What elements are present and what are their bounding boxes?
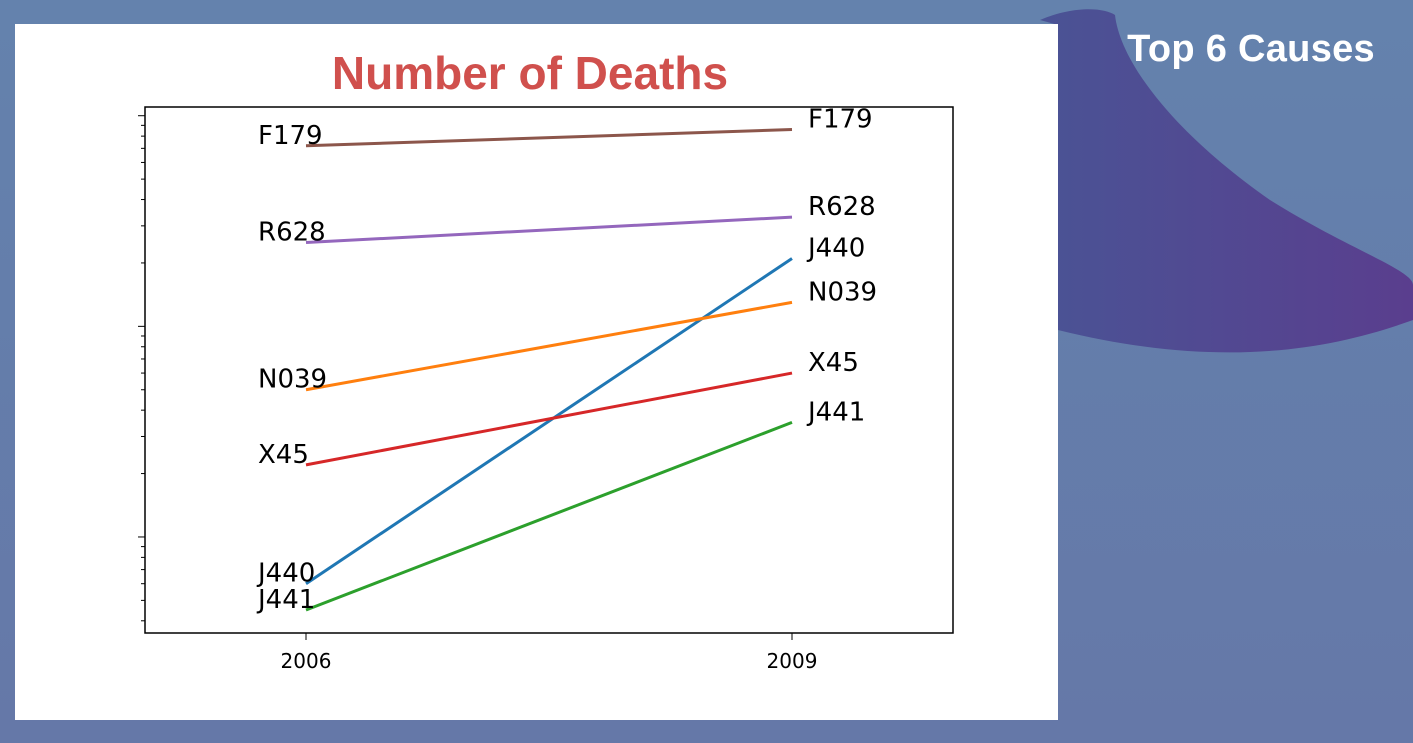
series-lines	[305, 128, 793, 612]
series-line	[305, 215, 793, 245]
series-label-end: F179	[808, 105, 873, 135]
chart-card	[15, 24, 1058, 720]
series-label-end: R628	[808, 192, 876, 222]
series-label-start: N039	[258, 365, 327, 395]
slide-heading: Top 6 Causes	[1127, 28, 1375, 70]
series-label-start: R628	[258, 218, 326, 248]
series-label-start: J441	[256, 585, 315, 615]
series-label-end: N039	[808, 277, 877, 307]
chart-title: Number of Deaths	[331, 47, 729, 99]
series-line	[305, 300, 793, 392]
series-label-end: X45	[808, 348, 859, 378]
x-tick-label: 2009	[767, 649, 818, 673]
y-ticks	[138, 115, 145, 622]
plot-frame	[144, 106, 954, 634]
series-line	[305, 420, 793, 612]
series-line	[305, 128, 793, 148]
series-label-end: J441	[806, 397, 865, 427]
series-label-start: J440	[256, 559, 315, 589]
series-line	[305, 371, 793, 467]
series-labels: F179 F179 R628 R628 J440 J440 N039 N039 X45 X45 J4…	[256, 105, 877, 615]
series-label-start: X45	[258, 440, 309, 470]
series-label-start: F179	[258, 121, 323, 151]
series-line	[305, 257, 793, 585]
x-tick-label: 2006	[281, 649, 332, 673]
series-label-end: J440	[806, 233, 865, 263]
x-axis: 2006 2009	[281, 633, 818, 673]
